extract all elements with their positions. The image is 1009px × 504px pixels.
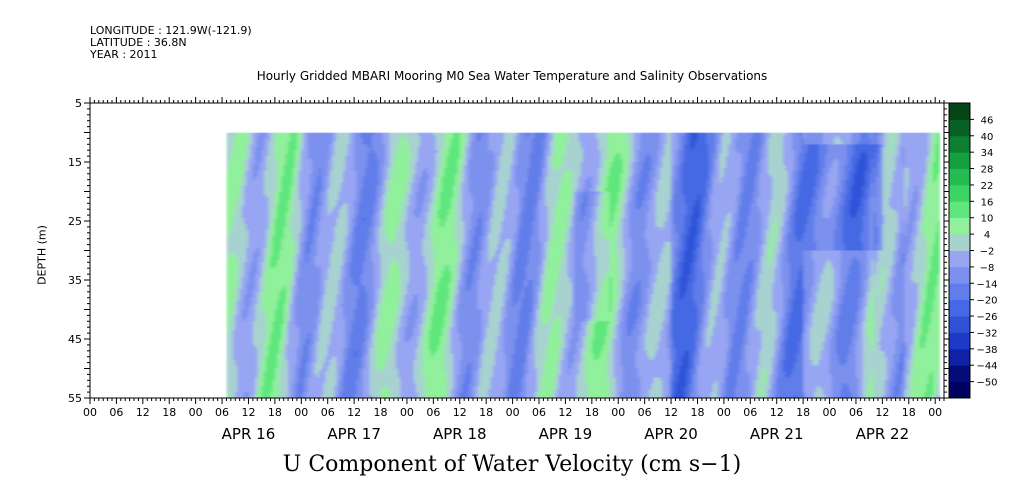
- heatmap-cells: [226, 133, 940, 399]
